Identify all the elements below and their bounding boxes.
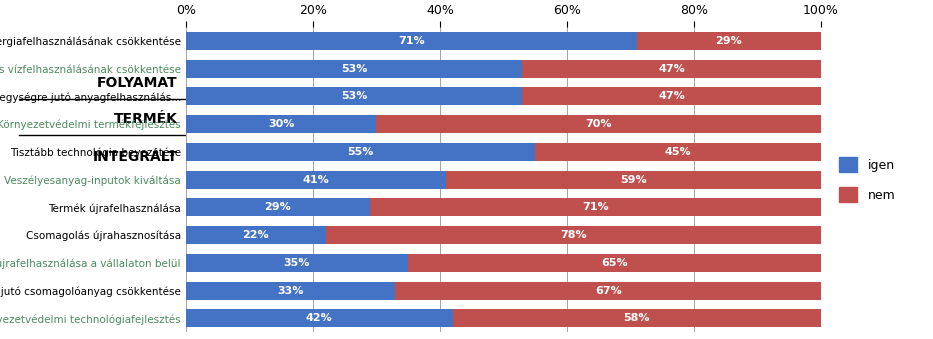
- Legend: igen, nem: igen, nem: [834, 152, 900, 207]
- Text: 29%: 29%: [716, 36, 743, 46]
- Text: 58%: 58%: [623, 313, 650, 323]
- Text: 41%: 41%: [302, 175, 329, 185]
- Bar: [186, 32, 637, 50]
- Bar: [186, 309, 453, 327]
- Text: 70%: 70%: [586, 119, 612, 129]
- Text: FOLYAMAT: FOLYAMAT: [97, 76, 177, 89]
- Bar: [376, 115, 821, 133]
- Bar: [637, 32, 821, 50]
- Bar: [186, 282, 396, 300]
- Bar: [536, 143, 821, 161]
- Bar: [186, 198, 370, 216]
- Text: 71%: 71%: [398, 36, 425, 46]
- Text: 53%: 53%: [341, 92, 368, 101]
- Text: 42%: 42%: [306, 313, 332, 323]
- Bar: [522, 87, 821, 105]
- Bar: [186, 115, 376, 133]
- Text: INTEGRÁLT: INTEGRÁLT: [92, 151, 177, 164]
- Text: 59%: 59%: [620, 175, 647, 185]
- Bar: [522, 60, 821, 78]
- Text: 67%: 67%: [595, 286, 621, 296]
- Text: TERMÉK: TERMÉK: [114, 112, 177, 126]
- Bar: [186, 143, 536, 161]
- Text: 47%: 47%: [659, 92, 685, 101]
- Text: 33%: 33%: [277, 286, 304, 296]
- Text: 55%: 55%: [347, 147, 374, 157]
- Bar: [396, 282, 821, 300]
- Bar: [186, 226, 326, 244]
- Text: 47%: 47%: [659, 64, 685, 74]
- Bar: [186, 87, 522, 105]
- Text: 22%: 22%: [243, 230, 269, 240]
- Text: 71%: 71%: [582, 202, 609, 213]
- Text: 30%: 30%: [268, 119, 294, 129]
- Bar: [186, 60, 522, 78]
- Bar: [453, 309, 821, 327]
- Text: 35%: 35%: [284, 258, 310, 268]
- Bar: [326, 226, 821, 244]
- Bar: [370, 198, 821, 216]
- Text: 53%: 53%: [341, 64, 368, 74]
- Text: 29%: 29%: [265, 202, 291, 213]
- Bar: [446, 171, 821, 189]
- Text: 65%: 65%: [601, 258, 628, 268]
- Bar: [186, 254, 408, 272]
- Bar: [186, 171, 446, 189]
- Text: 45%: 45%: [665, 147, 691, 157]
- Text: 78%: 78%: [560, 230, 587, 240]
- Bar: [408, 254, 821, 272]
